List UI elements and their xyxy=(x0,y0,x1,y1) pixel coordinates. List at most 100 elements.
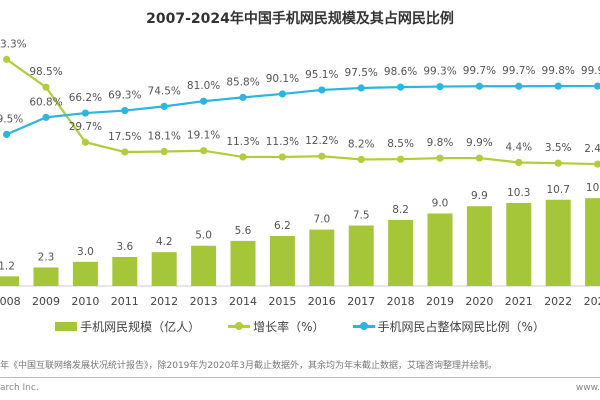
share-label: 97.5% xyxy=(345,67,378,79)
growth-point xyxy=(554,159,562,167)
bar xyxy=(427,213,453,286)
share-label: 99.8% xyxy=(542,65,575,77)
legend-swatch-share xyxy=(352,322,375,330)
website: www. xyxy=(575,383,600,393)
growth-label: 19.1% xyxy=(187,130,220,142)
bar-label: 2.3 xyxy=(38,251,55,263)
bar-label: 10.3 xyxy=(507,187,530,199)
share-point xyxy=(554,82,562,90)
bar-label: 3.6 xyxy=(116,241,133,253)
bar xyxy=(112,256,138,286)
bar-label: 3.0 xyxy=(77,246,94,258)
bar-label: 7.5 xyxy=(353,210,370,222)
growth-label: 3.5% xyxy=(545,142,572,154)
share-point xyxy=(475,82,483,90)
bar xyxy=(388,219,414,286)
legend-swatch-growth xyxy=(228,322,251,330)
growth-label: 18.1% xyxy=(148,131,181,143)
share-point xyxy=(121,106,129,115)
chart-plot: 1.2 2.3 3.0 3.6 4.2 5.0 5.6 6.2 7.0 7.5 8.2 9.0 9.9 1… xyxy=(0,38,600,308)
legend-item-bar: 手机网民规模（亿人） xyxy=(55,318,200,335)
bar xyxy=(72,261,98,286)
footer-divider xyxy=(0,377,600,378)
growth-point xyxy=(239,153,247,161)
growth-point xyxy=(515,158,523,167)
legend-item-growth: 增长率（%） xyxy=(228,318,325,335)
share-label: 90.1% xyxy=(266,73,299,85)
growth-label: 12.2% xyxy=(305,135,338,147)
legend: 手机网民规模（亿人） 增长率（%） 手机网民占整体网民比例（%） xyxy=(0,318,600,335)
growth-label: 17.5% xyxy=(108,131,141,143)
share-line xyxy=(6,84,598,136)
bar-label: 10.9 xyxy=(586,182,600,194)
bar xyxy=(309,229,335,286)
bar-label: 9.9 xyxy=(471,190,488,202)
bar xyxy=(269,236,295,286)
growth-point xyxy=(475,154,483,162)
growth-point xyxy=(278,153,286,161)
chart-title: 2007-2024年中国手机网民规模及其占网民比例 xyxy=(146,11,454,27)
bar-label: 8.2 xyxy=(392,204,409,216)
x-tick-label: 2012 xyxy=(150,295,178,308)
bar xyxy=(33,267,59,286)
x-tick-label: 2011 xyxy=(111,295,139,308)
share-point xyxy=(515,82,523,90)
bar xyxy=(191,245,217,286)
share-label: 39.5% xyxy=(0,113,23,125)
growth-label: 2.4% xyxy=(584,143,600,155)
bar xyxy=(585,198,600,286)
x-tick-label: 2019 xyxy=(426,295,454,308)
x-tick-label: 2008 xyxy=(0,295,21,308)
share-point xyxy=(239,93,247,101)
share-point xyxy=(436,82,444,91)
x-tick-label: 2014 xyxy=(229,295,257,308)
growth-point xyxy=(357,155,365,164)
share-point xyxy=(81,109,89,117)
bar xyxy=(151,252,177,286)
share-point xyxy=(594,82,600,90)
share-point xyxy=(3,130,11,138)
bar-label: 5.6 xyxy=(235,225,252,237)
bar xyxy=(466,206,492,286)
growth-label: 133.3% xyxy=(0,38,27,50)
share-label: 99.3% xyxy=(423,66,456,78)
share-point xyxy=(200,97,208,105)
bar-label: 1.2 xyxy=(0,260,15,272)
x-tick-label: 2013 xyxy=(190,295,218,308)
growth-label: 11.3% xyxy=(226,136,259,148)
bar-label: 9.0 xyxy=(432,197,449,209)
growth-point xyxy=(121,148,129,156)
share-label: 69.3% xyxy=(108,90,141,102)
company-name: arch Inc. xyxy=(0,383,39,393)
bar xyxy=(506,202,532,286)
share-label: 60.8% xyxy=(29,96,62,108)
x-tick-label: 2023 xyxy=(584,295,600,308)
share-label: 66.2% xyxy=(69,92,102,104)
x-tick-label: 2010 xyxy=(71,295,99,308)
bar xyxy=(230,240,256,286)
growth-label: 9.8% xyxy=(427,137,454,149)
growth-point xyxy=(81,138,89,146)
growth-point xyxy=(160,147,168,156)
share-label: 99.9% xyxy=(581,65,600,77)
source-note: 年《中国互联网络发展状况统计报告》，除2019年为2020年3月截止数据外，其余… xyxy=(0,361,498,371)
legend-label: 手机网民规模（亿人） xyxy=(80,320,201,334)
bar-label: 7.0 xyxy=(313,214,330,226)
growth-label: 8.5% xyxy=(387,138,414,150)
x-tick-label: 2022 xyxy=(544,295,572,308)
growth-point xyxy=(436,154,444,162)
share-label: 99.7% xyxy=(502,65,535,77)
x-tick-label: 2015 xyxy=(268,295,296,308)
x-tick-label: 2017 xyxy=(347,295,375,308)
share-point xyxy=(357,84,365,92)
growth-label: 4.4% xyxy=(505,141,532,153)
legend-swatch-bar xyxy=(55,322,78,331)
growth-point xyxy=(397,155,405,163)
share-label: 98.6% xyxy=(384,66,417,78)
growth-point xyxy=(200,147,208,155)
share-label: 85.8% xyxy=(226,76,259,88)
share-point xyxy=(160,102,168,110)
share-label: 95.1% xyxy=(305,69,338,81)
legend-item-share: 手机网民占整体网民比例（%） xyxy=(352,318,545,335)
growth-point xyxy=(3,55,11,63)
